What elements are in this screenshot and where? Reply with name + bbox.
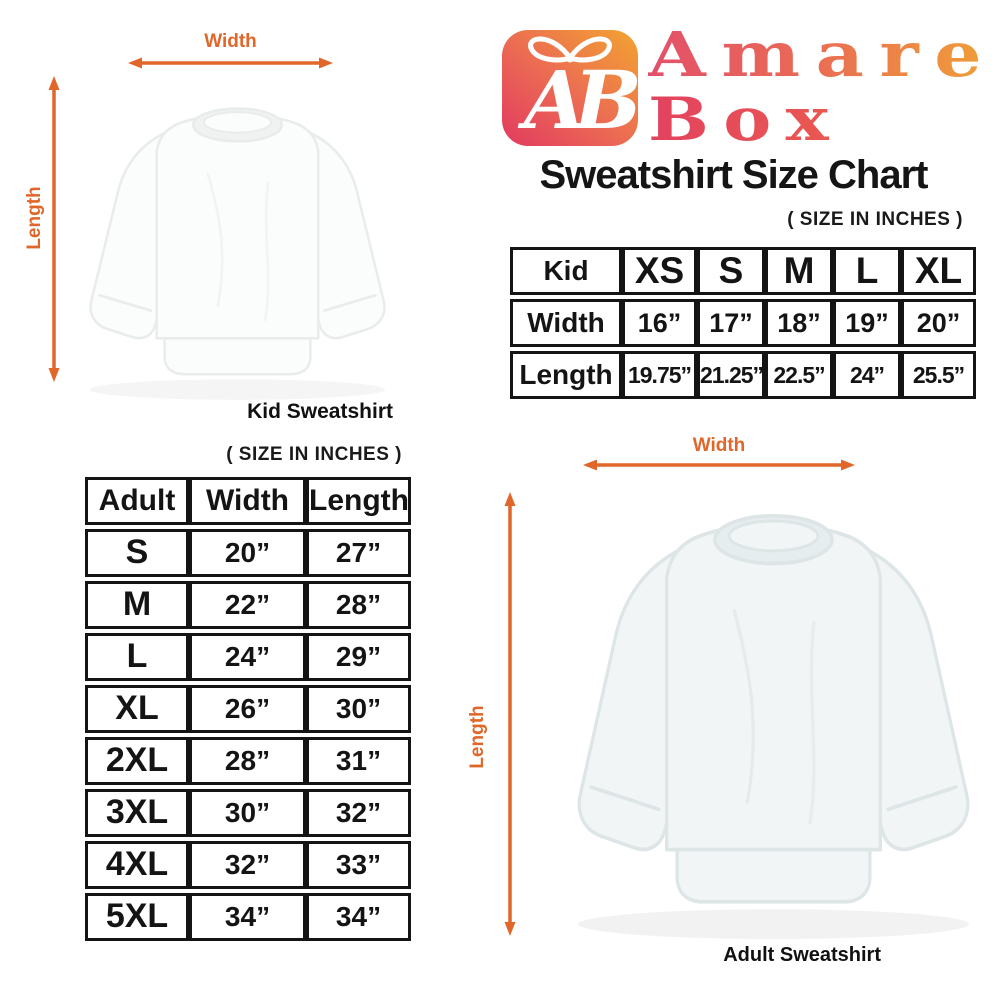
kid-size-table-cell-r0c4: L xyxy=(833,247,901,295)
adult-size-table-cell-r5c2: 31” xyxy=(306,737,411,785)
adult-size-table-row-8: 5XL 34” 34” xyxy=(85,893,411,941)
kid-length-label: Length xyxy=(24,186,45,250)
kid-size-table-cell-r0c0: Kid xyxy=(510,247,622,295)
kid-size-table-cell-r0c5: XL xyxy=(901,247,976,295)
adult-size-table-cell-r8c0: 5XL xyxy=(85,893,189,941)
adult-size-table-cell-r1c2: 27” xyxy=(306,529,411,577)
kid-size-table-cell-r2c5: 25.5” xyxy=(901,351,976,399)
adult-size-table-cell-r6c0: 3XL xyxy=(85,789,189,837)
kid-size-table-cell-r0c3: M xyxy=(765,247,833,295)
adult-size-table-cell-r6c2: 32” xyxy=(306,789,411,837)
adult-width-arrow-icon xyxy=(583,459,855,471)
adult-size-table-cell-r7c1: 32” xyxy=(189,841,306,889)
kid-size-table-cell-r2c2: 21.25” xyxy=(697,351,765,399)
kid-sweatshirt-caption: Kid Sweatshirt xyxy=(247,400,393,423)
svg-text:AB: AB xyxy=(517,53,638,147)
adult-size-table-cell-r4c2: 30” xyxy=(306,685,411,733)
adult-size-table-cell-r2c1: 22” xyxy=(189,581,306,629)
kid-size-table-cell-r0c2: S xyxy=(697,247,765,295)
adult-length-label: Length xyxy=(467,705,488,769)
page-title: Sweatshirt Size Chart xyxy=(539,153,928,197)
adult-size-table-cell-r0c2: Length xyxy=(306,477,411,525)
kid-size-table: Kid XS S M L XL Width 16” 17” 18” 19” 20” Length 19.7… xyxy=(510,243,976,403)
adult-size-table-cell-r8c2: 34” xyxy=(306,893,411,941)
kid-size-table-row-1: Width 16” 17” 18” 19” 20” xyxy=(510,299,976,347)
kid-size-table-row-0: Kid XS S M L XL xyxy=(510,247,976,295)
adult-size-table-cell-r8c1: 34” xyxy=(189,893,306,941)
adult-size-table-row-3: L 24” 29” xyxy=(85,633,411,681)
kid-size-table-cell-r1c2: 17” xyxy=(697,299,765,347)
adult-size-table-cell-r2c2: 28” xyxy=(306,581,411,629)
adult-size-table: Adult Width Length S 20” 27” M 22” 28” L 24” 29” XL 2… xyxy=(85,473,411,945)
adult-size-table-row-6: 3XL 30” 32” xyxy=(85,789,411,837)
kid-size-table-cell-r2c4: 24” xyxy=(833,351,901,399)
kid-size-table-cell-r1c3: 18” xyxy=(765,299,833,347)
brand-name-line2: Box xyxy=(648,85,844,155)
adult-length-arrow-icon xyxy=(504,492,516,936)
adult-size-table-cell-r3c0: L xyxy=(85,633,189,681)
adult-size-table-cell-r1c0: S xyxy=(85,529,189,577)
adult-size-table-cell-r0c0: Adult xyxy=(85,477,189,525)
adult-width-label: Width xyxy=(692,435,746,456)
adult-size-table-cell-r7c2: 33” xyxy=(306,841,411,889)
kid-size-table-cell-r2c1: 19.75” xyxy=(622,351,697,399)
adult-size-table-cell-r4c1: 26” xyxy=(189,685,306,733)
adult-size-table-row-0: Adult Width Length xyxy=(85,477,411,525)
adult-size-table-cell-r2c0: M xyxy=(85,581,189,629)
kid-size-table-row-2: Length 19.75” 21.25” 22.5” 24” 25.5” xyxy=(510,351,976,399)
adult-size-table-cell-r5c0: 2XL xyxy=(85,737,189,785)
kid-table-size-note: ( SIZE IN INCHES ) xyxy=(787,209,963,230)
adult-size-table-row-4: XL 26” 30” xyxy=(85,685,411,733)
adult-size-table-row-7: 4XL 32” 33” xyxy=(85,841,411,889)
kid-size-table-cell-r2c3: 22.5” xyxy=(765,351,833,399)
adult-size-table-cell-r0c1: Width xyxy=(189,477,306,525)
kid-size-table-cell-r1c1: 16” xyxy=(622,299,697,347)
brand-logo-icon: AB xyxy=(502,30,640,147)
adult-size-table-cell-r5c1: 28” xyxy=(189,737,306,785)
adult-table-size-note: ( SIZE IN INCHES ) xyxy=(226,444,402,465)
kid-length-arrow-icon xyxy=(48,76,60,382)
kid-size-table-cell-r1c4: 19” xyxy=(833,299,901,347)
kid-size-table-cell-r1c0: Width xyxy=(510,299,622,347)
adult-sweatshirt-caption: Adult Sweatshirt xyxy=(723,944,881,966)
kid-size-table-cell-r2c0: Length xyxy=(510,351,622,399)
adult-sweatshirt-image xyxy=(577,513,970,940)
adult-size-table-cell-r7c0: 4XL xyxy=(85,841,189,889)
adult-size-table-row-5: 2XL 28” 31” xyxy=(85,737,411,785)
kid-size-table-cell-r0c1: XS xyxy=(622,247,697,295)
kid-sweatshirt-image xyxy=(89,107,386,400)
adult-size-table-row-1: S 20” 27” xyxy=(85,529,411,577)
kid-width-label: Width xyxy=(204,31,257,52)
kid-width-arrow-icon xyxy=(128,57,333,69)
adult-size-table-cell-r6c1: 30” xyxy=(189,789,306,837)
kid-size-table-cell-r1c5: 20” xyxy=(901,299,976,347)
adult-size-table-row-2: M 22” 28” xyxy=(85,581,411,629)
adult-size-table-cell-r1c1: 20” xyxy=(189,529,306,577)
adult-size-table-cell-r4c0: XL xyxy=(85,685,189,733)
adult-size-table-cell-r3c1: 24” xyxy=(189,633,306,681)
brand-name-line1: Amare xyxy=(648,18,998,91)
adult-size-table-cell-r3c2: 29” xyxy=(306,633,411,681)
